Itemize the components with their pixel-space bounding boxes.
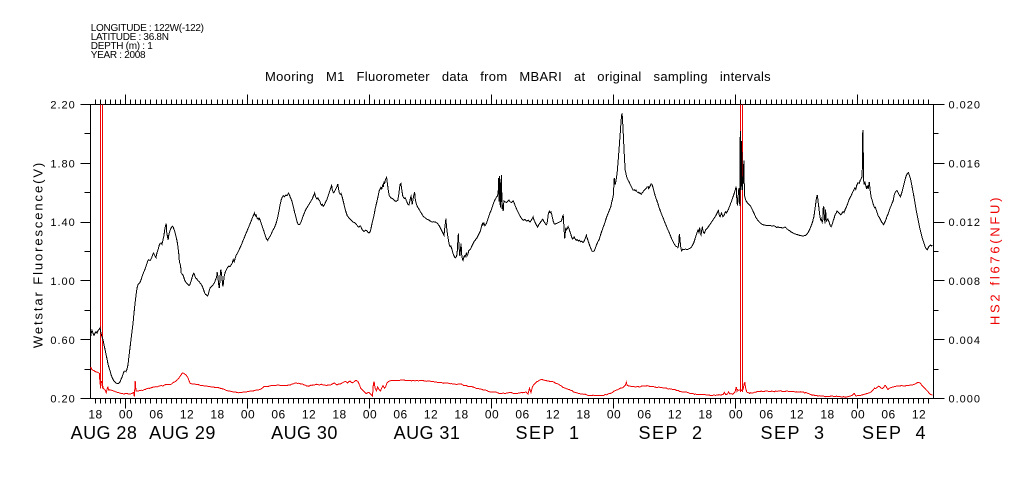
- svg-text:18: 18: [210, 407, 224, 421]
- svg-text:2.20: 2.20: [50, 100, 75, 112]
- svg-text:12: 12: [912, 407, 926, 421]
- svg-text:00: 00: [363, 407, 377, 421]
- svg-text:0.020: 0.020: [949, 100, 982, 112]
- svg-text:06: 06: [515, 407, 529, 421]
- svg-text:18: 18: [454, 407, 468, 421]
- svg-text:12: 12: [180, 407, 194, 421]
- svg-text:00: 00: [851, 407, 865, 421]
- svg-text:AUG 31: AUG 31: [394, 423, 461, 443]
- svg-text:00: 00: [119, 407, 133, 421]
- svg-text:YEAR : 2008: YEAR : 2008: [91, 50, 146, 61]
- svg-text:18: 18: [576, 407, 590, 421]
- svg-text:00: 00: [241, 407, 255, 421]
- svg-text:12: 12: [790, 407, 804, 421]
- svg-text:1.40: 1.40: [50, 217, 75, 229]
- svg-text:AUG 28: AUG 28: [71, 423, 138, 443]
- svg-text:1.80: 1.80: [50, 158, 75, 170]
- svg-text:00: 00: [729, 407, 743, 421]
- svg-text:LATITUDE : 36.8N: LATITUDE : 36.8N: [91, 32, 169, 43]
- svg-text:LONGITUDE : 122W(-122): LONGITUDE : 122W(-122): [91, 23, 204, 34]
- svg-text:12: 12: [424, 407, 438, 421]
- svg-text:SEP 2: SEP 2: [638, 423, 703, 443]
- svg-text:0.012: 0.012: [949, 217, 982, 229]
- svg-text:SEP 3: SEP 3: [760, 423, 825, 443]
- svg-text:0.016: 0.016: [949, 158, 982, 170]
- svg-text:06: 06: [637, 407, 651, 421]
- svg-text:18: 18: [698, 407, 712, 421]
- svg-text:06: 06: [881, 407, 895, 421]
- svg-text:Wetstar Fluorescence(V): Wetstar Fluorescence(V): [31, 161, 46, 348]
- svg-text:1.00: 1.00: [50, 276, 75, 288]
- svg-text:12: 12: [546, 407, 560, 421]
- svg-text:00: 00: [485, 407, 499, 421]
- svg-text:SEP 4: SEP 4: [862, 423, 927, 443]
- svg-text:0.60: 0.60: [50, 335, 75, 347]
- svg-text:0.008: 0.008: [949, 276, 982, 288]
- svg-text:AUG 30: AUG 30: [271, 423, 338, 443]
- svg-text:06: 06: [393, 407, 407, 421]
- svg-text:00: 00: [607, 407, 621, 421]
- svg-text:0.000: 0.000: [949, 394, 982, 406]
- svg-text:SEP 1: SEP 1: [515, 423, 580, 443]
- svg-text:DEPTH (m) : 1: DEPTH (m) : 1: [91, 41, 153, 52]
- svg-text:06: 06: [759, 407, 773, 421]
- svg-text:0.20: 0.20: [50, 394, 75, 406]
- svg-text:AUG 29: AUG 29: [149, 423, 216, 443]
- svg-text:0.004: 0.004: [949, 335, 982, 347]
- svg-text:12: 12: [302, 407, 316, 421]
- svg-text:06: 06: [271, 407, 285, 421]
- svg-text:HS2 fl676(NFU): HS2 fl676(NFU): [988, 195, 1003, 325]
- svg-text:Mooring M1 Fluorometer data fr: Mooring M1 Fluorometer data from MBARI a…: [265, 69, 771, 84]
- svg-text:06: 06: [149, 407, 163, 421]
- svg-text:18: 18: [820, 407, 834, 421]
- svg-text:12: 12: [668, 407, 682, 421]
- svg-text:18: 18: [332, 407, 346, 421]
- svg-text:18: 18: [88, 407, 102, 421]
